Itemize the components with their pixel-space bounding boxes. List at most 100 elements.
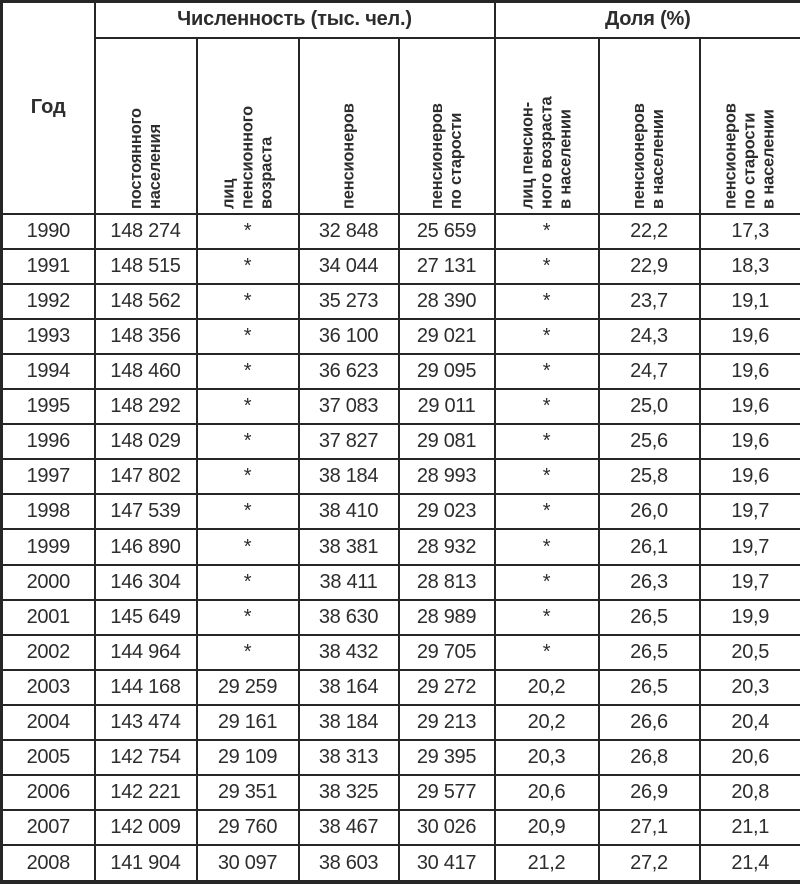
table-row: 1998 147 539 * 38 410 29 023 * 26,0 19,7 bbox=[0, 493, 800, 531]
data-cell: * bbox=[195, 282, 300, 320]
group-header-population: Численность (тыс. чел.) bbox=[93, 0, 496, 39]
data-cell: 147 802 bbox=[93, 458, 198, 496]
data-cell: 24,3 bbox=[597, 317, 701, 355]
table-row: 2006 142 221 29 351 38 325 29 577 20,6 26,9 20,… bbox=[0, 774, 800, 812]
data-cell: 30 417 bbox=[397, 844, 496, 884]
data-cell: * bbox=[493, 633, 600, 671]
data-cell: * bbox=[493, 247, 600, 285]
table-header: Год Численность (тыс. чел.) Доля (%) пос… bbox=[0, 0, 800, 215]
data-cell: 26,5 bbox=[597, 668, 701, 707]
data-cell: 28 813 bbox=[397, 563, 496, 601]
data-cell: 148 562 bbox=[93, 282, 198, 320]
year-cell: 2001 bbox=[0, 598, 96, 636]
data-cell: 29 023 bbox=[397, 493, 496, 531]
data-cell: 19,9 bbox=[698, 598, 800, 636]
data-cell: 36 100 bbox=[297, 317, 400, 355]
table-row: 1990 148 274 * 32 848 25 659 * 22,2 17,3 bbox=[0, 212, 800, 250]
year-cell: 1997 bbox=[0, 458, 96, 496]
year-cell: 1999 bbox=[0, 528, 96, 566]
table-row: 1991 148 515 * 34 044 27 131 * 22,9 18,3 bbox=[0, 247, 800, 285]
table-row: 2008 141 904 30 097 38 603 30 417 21,2 27,2 21,… bbox=[0, 844, 800, 884]
data-cell: 148 460 bbox=[93, 352, 198, 391]
data-cell: 148 029 bbox=[93, 423, 198, 461]
year-cell: 2008 bbox=[0, 844, 96, 884]
data-cell: * bbox=[493, 493, 600, 531]
data-cell: 20,2 bbox=[493, 704, 600, 742]
data-cell: 38 313 bbox=[297, 739, 400, 777]
data-cell: * bbox=[195, 317, 300, 355]
column-header-label: пенсионеров bbox=[339, 102, 358, 209]
table-body: 1990 148 274 * 32 848 25 659 * 22,2 17,3 1991 148… bbox=[0, 212, 800, 884]
data-cell: 26,5 bbox=[597, 633, 701, 671]
table-row: 1996 148 029 * 37 827 29 081 * 25,6 19,6 bbox=[0, 423, 800, 461]
data-cell: 29 259 bbox=[195, 668, 300, 707]
data-cell: 148 356 bbox=[93, 317, 198, 355]
data-cell: 26,3 bbox=[597, 563, 701, 601]
data-cell: 19,6 bbox=[698, 458, 800, 496]
data-cell: 145 649 bbox=[93, 598, 198, 636]
data-cell: * bbox=[195, 528, 300, 566]
data-cell: 25 659 bbox=[397, 212, 496, 250]
data-cell: 29 213 bbox=[397, 704, 496, 742]
year-cell: 2007 bbox=[0, 809, 96, 847]
data-cell: 38 410 bbox=[297, 493, 400, 531]
data-cell: 26,8 bbox=[597, 739, 701, 777]
data-cell: * bbox=[195, 423, 300, 461]
column-header-label: пенсионеров в населении bbox=[630, 102, 667, 209]
column-header-pensioners: пенсионеров bbox=[297, 36, 400, 215]
data-cell: 146 890 bbox=[93, 528, 198, 566]
data-cell: 32 848 bbox=[297, 212, 400, 250]
year-cell: 2002 bbox=[0, 633, 96, 671]
data-cell: 148 274 bbox=[93, 212, 198, 250]
data-cell: 144 964 bbox=[93, 633, 198, 671]
data-cell: 38 432 bbox=[297, 633, 400, 671]
data-cell: 148 515 bbox=[93, 247, 198, 285]
column-header-label: пенсионеров по старости в населении bbox=[721, 102, 778, 209]
data-cell: 20,5 bbox=[698, 633, 800, 671]
data-cell: 29 577 bbox=[397, 774, 496, 812]
data-cell: * bbox=[195, 352, 300, 391]
data-cell: 28 932 bbox=[397, 528, 496, 566]
data-cell: 26,6 bbox=[597, 704, 701, 742]
data-cell: 20,3 bbox=[698, 668, 800, 707]
data-cell: * bbox=[493, 563, 600, 601]
data-cell: 29 011 bbox=[397, 388, 496, 426]
data-cell: 29 109 bbox=[195, 739, 300, 777]
data-cell: 22,2 bbox=[597, 212, 701, 250]
data-cell: 20,8 bbox=[698, 774, 800, 812]
data-cell: 38 381 bbox=[297, 528, 400, 566]
data-cell: 142 221 bbox=[93, 774, 198, 812]
data-cell: 27,1 bbox=[597, 809, 701, 847]
data-cell: * bbox=[195, 388, 300, 426]
table-row: 2004 143 474 29 161 38 184 29 213 20,2 26,6 20,… bbox=[0, 704, 800, 742]
data-cell: 38 467 bbox=[297, 809, 400, 847]
data-cell: 38 184 bbox=[297, 704, 400, 742]
data-cell: 30 097 bbox=[195, 844, 300, 884]
column-header-label: постоянного населения bbox=[126, 107, 164, 209]
data-cell: * bbox=[195, 458, 300, 496]
data-cell: 20,4 bbox=[698, 704, 800, 742]
column-header-row: постоянного населения лиц пенсионного во… bbox=[2, 36, 800, 215]
data-cell: 147 539 bbox=[93, 493, 198, 531]
data-cell: 20,9 bbox=[493, 809, 600, 847]
data-cell: 38 325 bbox=[297, 774, 400, 812]
data-cell: * bbox=[195, 493, 300, 531]
column-header-label: пенсионеров по старости bbox=[427, 102, 465, 209]
data-cell: 27,2 bbox=[597, 844, 701, 884]
year-cell: 1995 bbox=[0, 388, 96, 426]
data-cell: 37 827 bbox=[297, 423, 400, 461]
column-header-old-age-pensioners: пенсионеров по старости bbox=[397, 36, 496, 215]
data-cell: 34 044 bbox=[297, 247, 400, 285]
year-cell: 2006 bbox=[0, 774, 96, 812]
data-cell: 38 630 bbox=[297, 598, 400, 636]
data-cell: 29 081 bbox=[397, 423, 496, 461]
data-cell: * bbox=[493, 212, 600, 250]
data-cell: 26,1 bbox=[597, 528, 701, 566]
data-cell: 26,9 bbox=[597, 774, 701, 812]
data-cell: 20,6 bbox=[493, 774, 600, 812]
data-cell: 141 904 bbox=[93, 844, 198, 884]
data-cell: 38 411 bbox=[297, 563, 400, 601]
table-row: 1994 148 460 * 36 623 29 095 * 24,7 19,6 bbox=[0, 352, 800, 391]
data-cell: * bbox=[493, 528, 600, 566]
